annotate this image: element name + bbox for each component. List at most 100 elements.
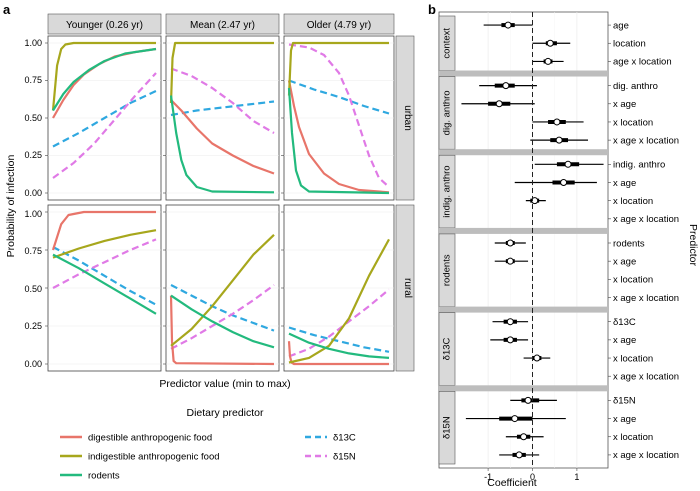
group-strip-label: δ13C — [442, 337, 453, 360]
term-label: x age — [613, 256, 636, 267]
panel-a-facets — [45, 35, 395, 372]
legend-label: rodents — [88, 471, 120, 482]
estimate-point — [506, 336, 514, 344]
estimate-point — [520, 433, 528, 441]
series-line-digestible — [287, 80, 390, 194]
x-tick-label: 0 — [530, 472, 535, 482]
strip-row-urban — [395, 35, 415, 201]
term-label: age x location — [613, 57, 672, 68]
estimate-point — [531, 197, 539, 205]
term-label: x age x location — [613, 214, 679, 225]
y-tick-label: 0.50 — [24, 113, 42, 123]
estimate-point — [502, 82, 510, 90]
y-tick-label: 0.75 — [24, 75, 42, 85]
y-ticks-urban: 1.00 0.75 0.50 0.25 0.00 — [24, 38, 42, 198]
y-tick-label: 1.00 — [24, 38, 42, 48]
estimate-point — [560, 178, 568, 186]
coef-group-4: δ13C δ13C x age x location x age x location — [438, 312, 679, 386]
term-label: x age x location — [613, 450, 679, 461]
y-tick-label: 1.00 — [24, 209, 42, 219]
legend: Dietary predictor digestible anthropogen… — [60, 407, 356, 482]
strip-col-mean-label: Mean (2.47 yr) — [190, 20, 255, 31]
strip-row-rural — [395, 204, 415, 372]
x-tick-label: -1 — [484, 472, 492, 482]
term-label: x location — [613, 275, 653, 286]
group-separator — [439, 149, 608, 156]
term-label: age — [613, 20, 629, 31]
group-separator — [439, 306, 608, 313]
panel-a-x-axis-label: Predictor value (min to max) — [159, 378, 290, 390]
term-label: dig. anthro — [613, 81, 658, 92]
series-line-indigestible — [51, 41, 156, 111]
strip-row-urban-label: urban — [402, 105, 413, 131]
estimate-point — [504, 21, 512, 29]
y-tick-label: 0.00 — [24, 188, 42, 198]
legend-item-digestible: digestible anthropogenic food — [60, 433, 212, 444]
series-line-d15N — [288, 43, 390, 188]
series-line-rodents — [169, 95, 275, 194]
group-separator — [439, 385, 608, 392]
term-label: x location — [613, 353, 653, 364]
series-line-indigestible — [169, 41, 274, 104]
series-line-digestible — [169, 295, 275, 366]
series-line-d13C — [170, 284, 275, 332]
panel-b-coefficients: context age location age x location dig. ant… — [438, 11, 679, 482]
legend-label: δ15N — [333, 452, 356, 463]
facet-urban-1 — [163, 35, 280, 201]
estimate-point — [506, 318, 514, 326]
legend-label: digestible anthropogenic food — [88, 433, 212, 444]
series-line-d15N — [52, 238, 157, 289]
series-line-rodents — [288, 332, 390, 359]
strip-row-rural-label: rural — [402, 278, 413, 298]
legend-item-d15n: δ15N — [305, 452, 356, 463]
x-tick-label: 1 — [574, 472, 579, 482]
series-line-rodents — [52, 253, 157, 315]
term-label: x age x location — [613, 135, 679, 146]
term-label: x age x location — [613, 372, 679, 383]
y-tick-label: 0.75 — [24, 246, 42, 256]
series-line-indigestible — [170, 234, 275, 347]
estimate-point — [546, 39, 554, 47]
legend-item-d13c: δ13C — [305, 433, 356, 444]
term-label: δ15N — [613, 396, 636, 407]
column-strips: Younger (0.26 yr) Mean (2.47 yr) Older (… — [47, 13, 395, 35]
estimate-point — [564, 160, 572, 168]
series-line-d13C — [288, 79, 390, 115]
facet-urban-0 — [45, 35, 162, 201]
series-line-d13C — [52, 246, 157, 306]
series-line-rodents — [287, 87, 390, 195]
y-ticks-rural: 1.00 0.75 0.50 0.25 0.00 — [24, 209, 42, 369]
facet-urban-2 — [281, 35, 395, 201]
row-strips: urban rural — [395, 35, 415, 372]
strip-col-younger-label: Younger (0.26 yr) — [66, 20, 143, 31]
group-strip — [438, 391, 456, 465]
group-separator — [439, 227, 608, 234]
strip-col-mean — [165, 13, 280, 35]
group-strip-label: dig. anthro — [442, 90, 453, 135]
estimate-point — [533, 354, 541, 362]
estimate-point — [495, 100, 503, 108]
group-strip-label: δ15N — [442, 416, 453, 439]
coef-group-2: indig. anthro indig. anthro x age x locatio… — [438, 154, 679, 229]
y-tick-label: 0.50 — [24, 284, 42, 294]
series-line-d13C — [170, 100, 275, 117]
term-label: x age x location — [613, 293, 679, 304]
panel-b-y-axis-label: Predictor — [687, 224, 699, 267]
series-line-d13C — [52, 90, 157, 148]
series-line-indigestible — [288, 238, 390, 364]
series-line-indigestible — [287, 41, 389, 96]
panel-a-y-axis-label: Probability of infection — [5, 154, 17, 257]
estimate-point — [553, 118, 561, 126]
group-strip-label: context — [442, 28, 453, 59]
strip-col-older-label: Older (4.79 yr) — [307, 20, 371, 31]
term-label: δ13C — [613, 317, 636, 328]
series-line-rodents — [170, 294, 275, 349]
y-tick-label: 0.00 — [24, 359, 42, 369]
series-line-d15N — [170, 284, 275, 350]
strip-col-younger — [47, 13, 162, 35]
term-label: x age — [613, 99, 636, 110]
estimate-point — [515, 451, 523, 459]
term-label: x age — [613, 335, 636, 346]
y-tick-label: 0.25 — [24, 321, 42, 331]
